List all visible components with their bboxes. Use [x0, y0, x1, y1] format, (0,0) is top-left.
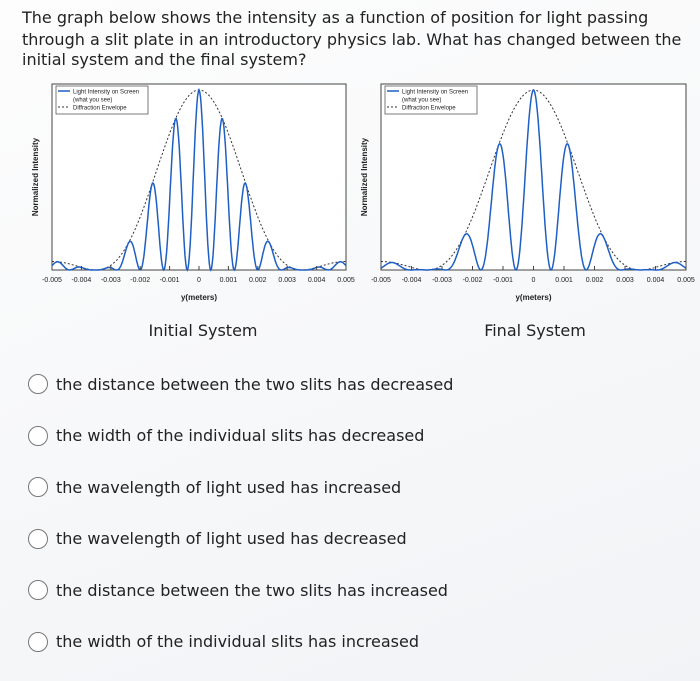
radio-button[interactable] [28, 528, 48, 549]
legend-box [55, 85, 149, 115]
x-tick-label: 0.004 [647, 277, 665, 284]
option-text: the wavelength of light used has decreas… [56, 529, 407, 548]
radio-button[interactable] [28, 631, 48, 652]
plot-frame [51, 83, 347, 271]
x-tick-label: 0.005 [337, 277, 355, 284]
answer-option[interactable]: the width of the individual slits has in… [28, 631, 419, 652]
y-axis-label: Normalized Intensity [31, 137, 40, 216]
legend-label: Light Intensity on Screen [73, 90, 139, 96]
radio-button[interactable] [28, 374, 48, 394]
x-tick-label: -0.005 [371, 277, 391, 284]
answer-option[interactable]: the distance between the two slits has i… [28, 580, 448, 600]
legend-label: Diffraction Envelope [402, 106, 456, 112]
option-text: the width of the individual slits has de… [56, 426, 425, 445]
x-tick-label: 0 [532, 277, 536, 284]
intensity-curve [380, 88, 687, 272]
x-tick-label: -0.001 [493, 277, 513, 284]
x-tick-label: 0.005 [677, 277, 695, 284]
legend-label: Diffraction Envelope [73, 106, 127, 112]
question-line: initial system and the final system? [22, 50, 307, 69]
answer-option[interactable]: the width of the individual slits has de… [28, 425, 425, 446]
x-tick-label: 0.002 [249, 277, 267, 284]
x-axis-label: y(meters) [181, 293, 217, 302]
x-tick-label: 0.004 [308, 277, 326, 284]
answer-option[interactable]: the wavelength of light used has decreas… [28, 528, 407, 549]
question-line: The graph below shows the intensity as a… [22, 8, 649, 27]
x-tick-label: 0 [197, 277, 201, 284]
figure-caption: Final System [484, 321, 586, 340]
radio-button[interactable] [28, 425, 48, 446]
legend-label: Light Intensity on Screen [402, 90, 468, 96]
x-axis-label: y(meters) [515, 293, 551, 302]
option-text: the width of the individual slits has in… [56, 632, 419, 651]
x-tick-label: -0.003 [432, 277, 452, 284]
legend-box [384, 85, 478, 115]
option-text: the wavelength of light used has increas… [56, 477, 402, 497]
x-tick-label: -0.002 [130, 277, 150, 284]
legend-label: (what you see) [402, 98, 441, 104]
plot-frame [380, 83, 687, 271]
x-tick-label: 0.001 [220, 277, 238, 284]
x-tick-label: -0.004 [71, 277, 91, 284]
radio-button[interactable] [28, 580, 48, 600]
x-tick-label: -0.003 [101, 277, 121, 284]
x-tick-label: 0.003 [616, 277, 634, 284]
question-line: through a slit plate in an introductory … [22, 30, 682, 49]
option-text: the distance between the two slits has i… [56, 580, 448, 600]
radio-button[interactable] [28, 477, 48, 497]
answer-option[interactable]: the wavelength of light used has increas… [28, 477, 401, 497]
legend-label: (what you see) [73, 98, 112, 104]
option-text: the distance between the two slits has d… [56, 374, 454, 394]
x-tick-label: -0.005 [42, 277, 62, 284]
y-axis-label: Normalized Intensity [360, 137, 369, 216]
x-tick-label: -0.001 [160, 277, 180, 284]
x-tick-label: -0.004 [402, 277, 422, 284]
intensity-curve [51, 87, 347, 272]
x-tick-label: 0.003 [278, 277, 296, 284]
figure-caption: Initial System [148, 321, 257, 340]
answer-option[interactable]: the distance between the two slits has d… [28, 374, 453, 394]
figures: -0.005 -0.004 -0.003 -0.002 -0.001 0 0.001 0.00… [31, 83, 695, 340]
x-tick-label: 0.002 [586, 277, 604, 284]
x-tick-label: -0.002 [463, 277, 483, 284]
x-tick-label: 0.001 [555, 277, 573, 284]
